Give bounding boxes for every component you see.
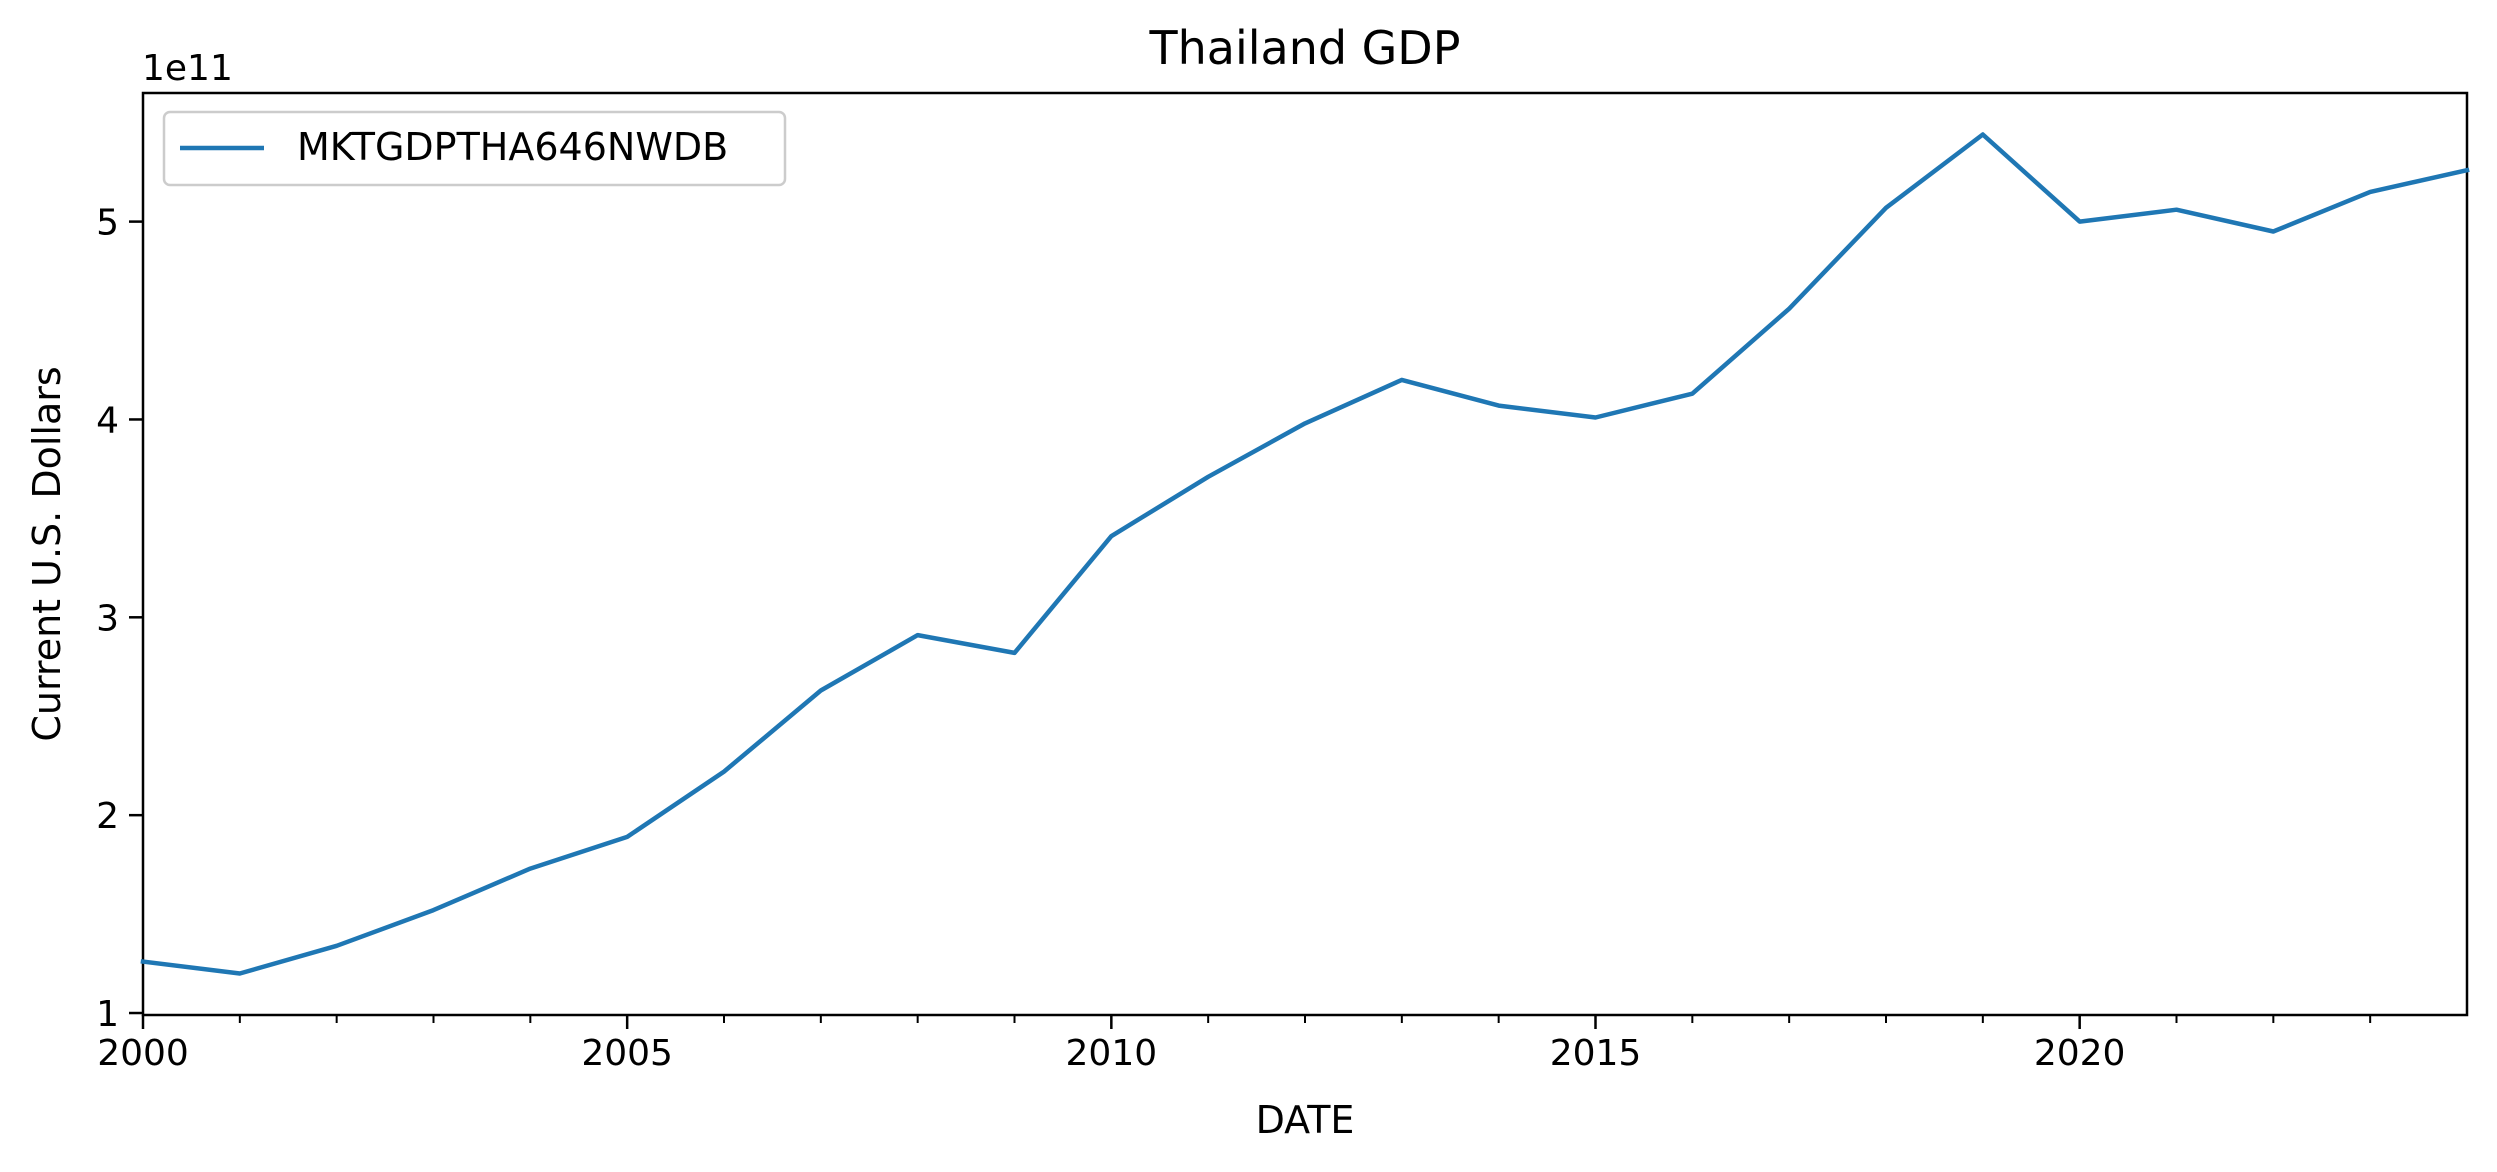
data-point xyxy=(722,769,726,773)
y-axis: 1 2 3 4 5 xyxy=(96,203,143,1035)
data-point xyxy=(141,959,145,963)
data-point xyxy=(2174,208,2178,212)
data-point xyxy=(1787,306,1791,310)
data-point xyxy=(2271,229,2275,233)
legend-entry-label: MKTGDPTHA646NWDB xyxy=(297,125,728,169)
data-point xyxy=(334,944,338,948)
chart-title: Thailand GDP xyxy=(1149,21,1461,75)
y-tick-label: 3 xyxy=(96,598,119,639)
data-point xyxy=(1206,475,1210,479)
data-point xyxy=(1981,132,1985,136)
x-tick-label: 2010 xyxy=(1066,1033,1158,1074)
data-point xyxy=(915,633,919,637)
y-axis-label: Current U.S. Dollars xyxy=(25,366,69,741)
data-point xyxy=(2077,219,2081,223)
data-point xyxy=(1884,206,1888,210)
y-tick-label: 1 xyxy=(96,994,119,1035)
data-point xyxy=(528,866,532,870)
data-point xyxy=(1303,421,1307,425)
data-point xyxy=(238,971,242,975)
x-tick-label: 2020 xyxy=(2034,1033,2126,1074)
data-point xyxy=(431,908,435,912)
data-point xyxy=(1593,415,1597,419)
data-point xyxy=(819,688,823,692)
data-point xyxy=(2465,168,2469,172)
data-point xyxy=(1012,651,1016,655)
y-tick-label: 2 xyxy=(96,796,119,837)
y-tick-label: 4 xyxy=(96,400,119,441)
series-layer xyxy=(140,132,2470,976)
legend-box xyxy=(162,110,787,187)
data-point xyxy=(1496,403,1500,407)
x-tick-label: 2000 xyxy=(97,1033,189,1074)
x-tick-label: 2005 xyxy=(581,1033,673,1074)
series-line-0 xyxy=(140,132,2470,976)
legend: MKTGDPTHA646NWDB xyxy=(162,110,787,187)
x-axis: 2000 2005 2010 2015 2020 xyxy=(97,1015,2372,1074)
data-point xyxy=(625,835,629,839)
x-axis-label: DATE xyxy=(1256,1098,1355,1142)
data-point xyxy=(2368,190,2372,194)
x-tick-label: 2015 xyxy=(1550,1033,1642,1074)
y-axis-offset-label: 1e11 xyxy=(142,48,233,89)
data-point xyxy=(1109,534,1113,538)
data-point xyxy=(1690,392,1694,396)
data-point xyxy=(1400,378,1404,382)
y-tick-label: 5 xyxy=(96,203,119,244)
